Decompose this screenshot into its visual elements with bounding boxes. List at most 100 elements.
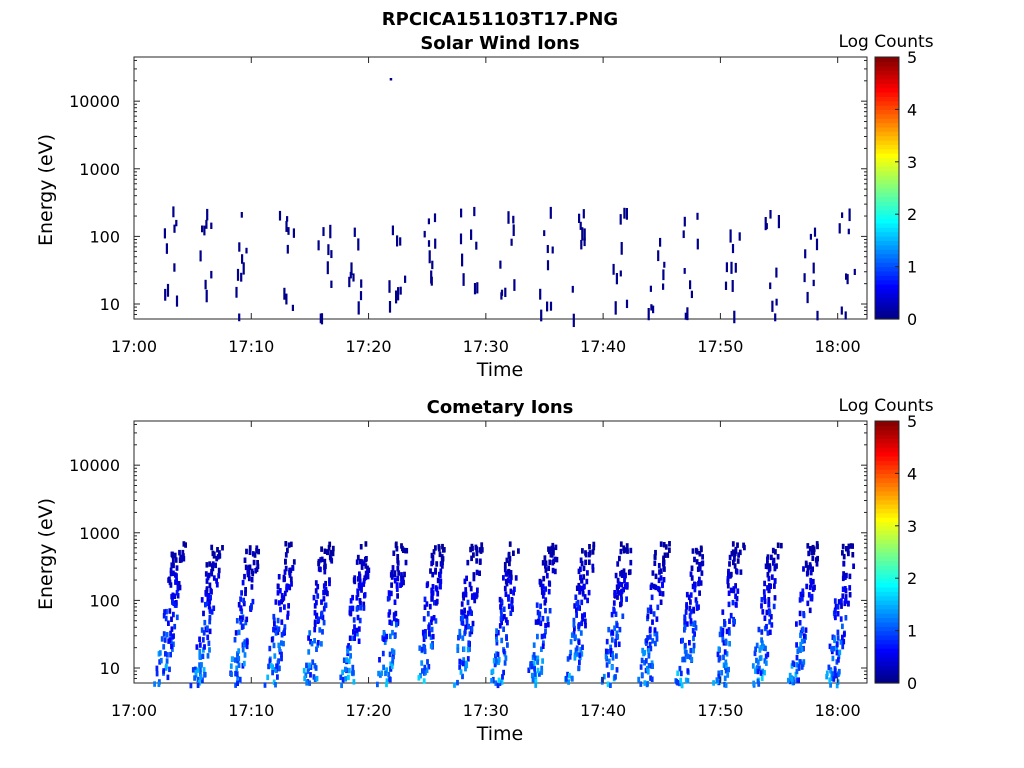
heatmap-cell bbox=[201, 677, 204, 683]
heatmap-cell bbox=[390, 582, 393, 588]
heatmap-cell bbox=[275, 663, 278, 669]
heatmap-cell bbox=[682, 230, 685, 239]
heatmap-cell bbox=[364, 570, 368, 577]
heatmap-cell bbox=[774, 549, 777, 555]
heatmap-cell bbox=[245, 616, 249, 623]
heatmap-cell bbox=[238, 676, 242, 683]
heatmap-cell bbox=[473, 206, 476, 217]
heatmap-cell bbox=[278, 646, 281, 652]
heatmap-cell bbox=[165, 243, 168, 254]
heatmap-cell bbox=[648, 634, 652, 640]
heatmap-cell bbox=[546, 621, 550, 628]
heatmap-cell bbox=[274, 599, 278, 605]
heatmap-cell bbox=[579, 575, 583, 581]
heatmap-cell bbox=[649, 608, 653, 615]
heatmap-cell bbox=[495, 628, 498, 634]
heatmap-cell bbox=[348, 605, 352, 612]
heatmap-cell bbox=[842, 553, 846, 560]
heatmap-cell bbox=[577, 639, 581, 645]
heatmap-cell bbox=[543, 230, 546, 237]
heatmap-cell bbox=[458, 658, 462, 665]
heatmap-cell bbox=[241, 579, 245, 586]
heatmap-cell bbox=[230, 671, 233, 677]
heatmap-cell bbox=[763, 598, 767, 604]
heatmap-cell bbox=[203, 671, 207, 678]
heatmap-cell bbox=[581, 616, 584, 622]
heatmap-cell bbox=[773, 583, 776, 589]
heatmap-cell bbox=[646, 613, 650, 619]
heatmap-cell bbox=[666, 552, 670, 558]
heatmap-cell bbox=[478, 559, 482, 565]
heatmap-cell bbox=[169, 630, 172, 637]
x-tick-label: 17:00 bbox=[111, 337, 157, 356]
heatmap-cell bbox=[200, 662, 203, 668]
heatmap-cell bbox=[548, 608, 552, 614]
heatmap-cell bbox=[429, 643, 433, 649]
heatmap-cell bbox=[250, 568, 254, 575]
heatmap-cell bbox=[537, 618, 540, 625]
heatmap-cell bbox=[547, 565, 550, 571]
heatmap-cell bbox=[198, 662, 201, 668]
heatmap-cell bbox=[308, 630, 312, 636]
heatmap-cell bbox=[401, 575, 405, 582]
heatmap-cell bbox=[285, 220, 288, 232]
heatmap-cell bbox=[775, 267, 778, 278]
heatmap-cell bbox=[841, 543, 845, 550]
heatmap-cell bbox=[503, 613, 506, 620]
colorbar-segment bbox=[875, 547, 899, 553]
x-tick-label: 17:40 bbox=[580, 701, 626, 720]
heatmap-cell bbox=[240, 590, 243, 596]
heatmap-cell bbox=[357, 626, 361, 632]
heatmap-cell bbox=[272, 642, 276, 649]
heatmap-cell bbox=[217, 567, 221, 574]
heatmap-cell bbox=[377, 670, 380, 677]
heatmap-cell bbox=[388, 609, 392, 615]
heatmap-cell bbox=[655, 636, 659, 642]
heatmap-cell bbox=[722, 640, 726, 646]
heatmap-cell bbox=[430, 587, 434, 594]
heatmap-cell bbox=[578, 589, 581, 595]
heatmap-cell bbox=[205, 578, 209, 584]
heatmap-cell bbox=[812, 262, 815, 274]
heatmap-cell bbox=[653, 627, 657, 633]
heatmap-cell bbox=[637, 676, 641, 683]
heatmap-cell bbox=[307, 635, 310, 641]
heatmap-cell bbox=[578, 585, 582, 591]
heatmap-cell bbox=[438, 571, 441, 578]
heatmap-cell bbox=[217, 573, 221, 579]
heatmap-cell bbox=[616, 588, 619, 595]
heatmap-cell bbox=[656, 604, 660, 611]
heatmap-cell bbox=[263, 682, 267, 688]
heatmap-cell bbox=[282, 574, 286, 581]
heatmap-cell bbox=[690, 656, 694, 663]
heatmap-cell bbox=[580, 239, 583, 250]
colorbar-segment bbox=[875, 205, 899, 211]
colorbar-segment bbox=[875, 626, 899, 632]
heatmap-cell bbox=[662, 577, 666, 583]
heatmap-cell bbox=[317, 240, 320, 251]
heatmap-cell bbox=[799, 632, 802, 639]
colorbar-segment bbox=[875, 643, 899, 649]
heatmap-cell bbox=[717, 646, 721, 652]
heatmap-cell bbox=[755, 657, 758, 664]
heatmap-cell bbox=[732, 559, 735, 566]
heatmap-cell bbox=[811, 555, 815, 561]
heatmap-cell bbox=[727, 666, 730, 673]
heatmap-cell bbox=[237, 648, 241, 654]
heatmap-cell bbox=[675, 679, 679, 685]
heatmap-cell bbox=[579, 566, 582, 572]
heatmap-cell bbox=[492, 657, 496, 664]
heatmap-cell bbox=[592, 544, 596, 551]
heatmap-cell bbox=[251, 598, 255, 605]
heatmap-cell bbox=[668, 547, 671, 553]
heatmap-cell bbox=[810, 593, 814, 600]
heatmap-cell bbox=[547, 589, 551, 595]
heatmap-cell bbox=[712, 680, 715, 686]
heatmap-cell bbox=[341, 676, 345, 683]
heatmap-cell bbox=[326, 549, 330, 556]
heatmap-cell bbox=[506, 577, 510, 583]
heatmap-cell bbox=[308, 680, 311, 686]
heatmap-cell bbox=[391, 656, 395, 662]
heatmap-cell bbox=[845, 273, 848, 280]
